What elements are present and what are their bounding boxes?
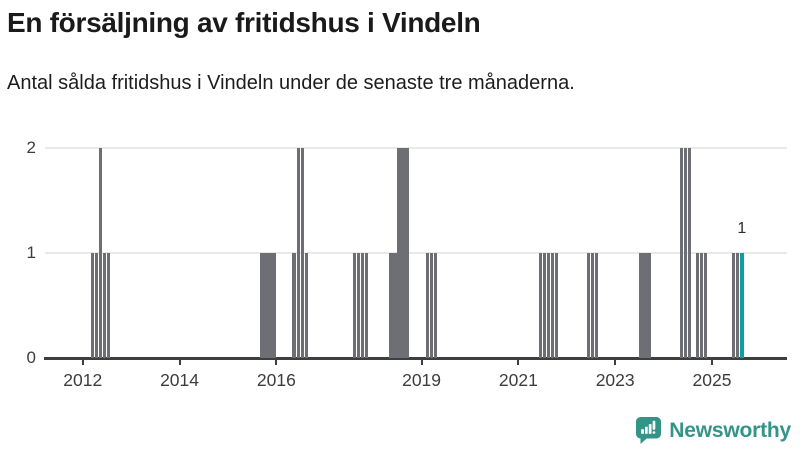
bar bbox=[586, 253, 591, 358]
x-tick-mark bbox=[710, 359, 713, 365]
x-tick-mark bbox=[275, 359, 278, 365]
bar bbox=[643, 253, 647, 358]
bar bbox=[554, 253, 558, 358]
bar bbox=[550, 253, 554, 358]
bar bbox=[397, 148, 401, 358]
bar bbox=[260, 253, 264, 358]
x-tick-label: 2023 bbox=[595, 370, 635, 390]
bar bbox=[352, 253, 357, 358]
x-tick-mark bbox=[517, 359, 520, 365]
x-tick-label: 2016 bbox=[256, 370, 296, 390]
bar bbox=[405, 148, 409, 358]
x-tick-mark bbox=[420, 359, 423, 365]
bar bbox=[433, 253, 437, 358]
bar bbox=[292, 253, 296, 358]
brand-footer: Newsworthy bbox=[635, 416, 791, 445]
bar bbox=[304, 253, 308, 358]
x-tick-label: 2014 bbox=[160, 370, 200, 390]
bar bbox=[732, 253, 736, 358]
bar-value-label: 1 bbox=[737, 220, 747, 238]
bar bbox=[401, 148, 405, 358]
bar bbox=[683, 148, 688, 358]
bar bbox=[268, 253, 272, 358]
x-tick-mark bbox=[81, 359, 84, 365]
bar-highlighted bbox=[740, 253, 744, 358]
x-tick-label: 2019 bbox=[402, 370, 442, 390]
bar bbox=[264, 253, 268, 358]
bar bbox=[296, 148, 300, 358]
bar bbox=[679, 148, 683, 358]
y-tick-label: 2 bbox=[26, 138, 36, 158]
bar bbox=[361, 253, 365, 358]
brand-name: Newsworthy bbox=[669, 418, 791, 442]
bar bbox=[590, 253, 595, 358]
bar bbox=[272, 253, 276, 358]
newsworthy-logo-icon bbox=[635, 416, 662, 445]
bar bbox=[365, 253, 369, 358]
bar bbox=[538, 253, 542, 358]
bar bbox=[389, 253, 393, 358]
x-tick-mark bbox=[178, 359, 181, 365]
x-tick-label: 2025 bbox=[692, 370, 732, 390]
y-tick-label: 0 bbox=[26, 348, 36, 367]
bar bbox=[102, 253, 107, 358]
bar bbox=[595, 253, 599, 358]
bar bbox=[90, 253, 95, 358]
bar bbox=[106, 253, 111, 358]
bar bbox=[639, 253, 643, 358]
bar bbox=[98, 148, 103, 358]
bar bbox=[699, 253, 704, 358]
x-tick-label: 2012 bbox=[63, 370, 103, 390]
bar bbox=[425, 253, 429, 358]
bar bbox=[357, 253, 361, 358]
bar bbox=[300, 148, 304, 358]
bar bbox=[695, 253, 700, 358]
bar bbox=[703, 253, 708, 358]
bar bbox=[393, 253, 397, 358]
bar bbox=[542, 253, 546, 358]
gridline bbox=[45, 147, 787, 150]
x-tick-label: 2021 bbox=[498, 370, 538, 390]
gridline bbox=[45, 252, 787, 255]
bar bbox=[687, 148, 692, 358]
bar bbox=[94, 253, 99, 358]
x-tick-mark bbox=[614, 359, 617, 365]
chart-title: En försäljning av fritidshus i Vindeln bbox=[7, 7, 481, 38]
bar bbox=[546, 253, 550, 358]
x-axis-line bbox=[44, 357, 787, 360]
bar bbox=[429, 253, 433, 358]
y-tick-label: 1 bbox=[26, 243, 36, 263]
bar bbox=[736, 253, 740, 358]
chart-subtitle: Antal sålda fritidshus i Vindeln under d… bbox=[7, 72, 575, 94]
bar bbox=[647, 253, 651, 358]
